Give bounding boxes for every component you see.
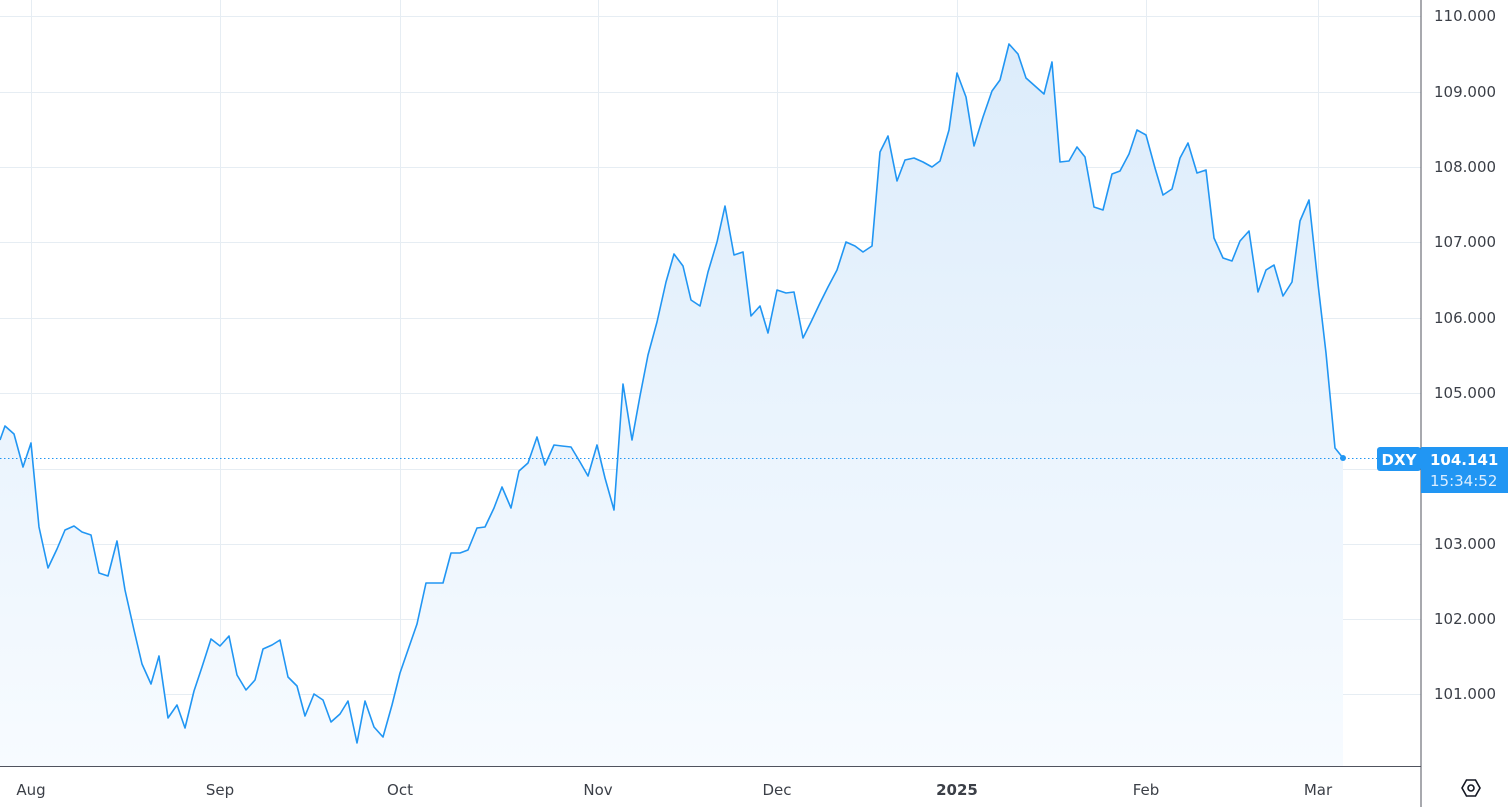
settings-hexagon-icon xyxy=(1461,779,1481,797)
last-price-dot xyxy=(1340,455,1346,461)
time-axis-label: Oct xyxy=(387,781,413,799)
chart-settings-button[interactable] xyxy=(1455,774,1487,802)
price-axis-label: 109.000 xyxy=(1434,83,1496,101)
symbol-badge xyxy=(1377,447,1421,471)
settings-hexagon-icon-center xyxy=(1467,784,1475,792)
price-axis-label: 102.000 xyxy=(1434,610,1496,628)
price-badge xyxy=(1421,447,1508,493)
bar-countdown: 15:34:52 xyxy=(1430,472,1497,490)
time-axis-label: Sep xyxy=(206,781,234,799)
price-axis-area[interactable] xyxy=(1422,0,1510,766)
symbol-label: DXY xyxy=(1382,451,1418,469)
price-axis-label: 101.000 xyxy=(1434,685,1496,703)
time-axis-label: Nov xyxy=(583,781,612,799)
time-axis-label: Aug xyxy=(16,781,45,799)
price-axis-label: 106.000 xyxy=(1434,309,1496,327)
price-axis-label: 105.000 xyxy=(1434,384,1496,402)
price-axis-label: 108.000 xyxy=(1434,158,1496,176)
time-axis-label: Dec xyxy=(762,781,791,799)
price-line xyxy=(0,43,1344,744)
time-axis-label: Feb xyxy=(1133,781,1160,799)
last-price-value: 104.141 xyxy=(1430,451,1498,469)
time-axis-labels: Aug Sep Oct Nov Dec 2025 Feb Mar xyxy=(16,781,1333,799)
price-axis-label: 107.000 xyxy=(1434,233,1496,251)
time-axis-label: 2025 xyxy=(936,781,978,799)
price-axis-label: 110.000 xyxy=(1434,7,1496,25)
price-axis-label: 103.000 xyxy=(1434,535,1496,553)
price-axis-labels: 110.000 109.000 108.000 107.000 106.000 105.0… xyxy=(1434,7,1496,703)
area-fill xyxy=(0,44,1343,766)
time-axis-label: Mar xyxy=(1304,781,1333,799)
last-price-badge: DXY 104.141 15:34:52 xyxy=(1377,447,1508,493)
